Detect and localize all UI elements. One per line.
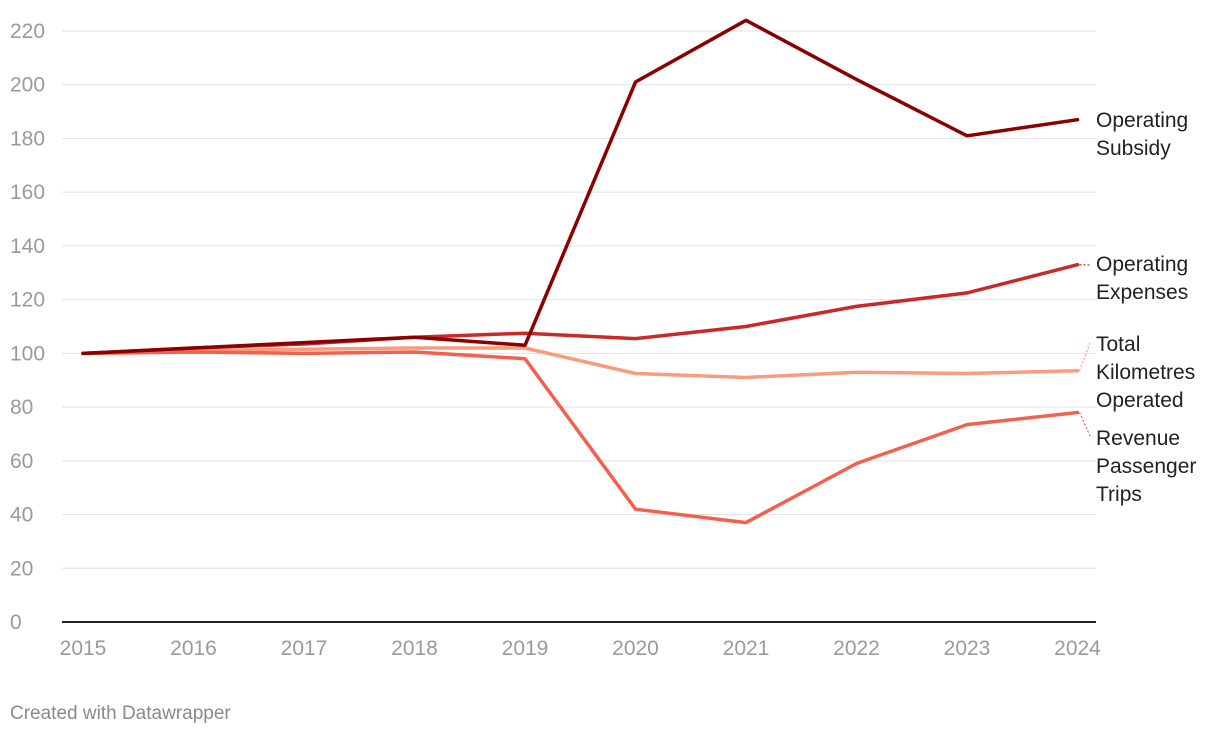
label-revenue-passenger-trips: Revenue Passenger Trips [1096, 427, 1202, 506]
y-tick-label-220: 220 [10, 20, 45, 43]
gridlines [62, 30, 1096, 569]
x-tick-label-2021: 2021 [723, 637, 770, 660]
series-line-total-kilometres-operated [81, 346, 1080, 380]
series-line-operating-expenses [81, 262, 1080, 356]
x-axis-ticks: 2015 2016 2017 2018 2019 2020 2021 2022 2023 2024 [60, 637, 1102, 660]
credit-text: Created with Datawrapper [10, 703, 231, 724]
label-total-kilometres-operated: Total Kilometres Operated [1096, 333, 1201, 412]
y-tick-label-20: 20 [10, 557, 33, 580]
x-tick-label-2016: 2016 [170, 637, 217, 660]
x-tick-label-2022: 2022 [833, 637, 880, 660]
y-tick-label-180: 180 [10, 127, 45, 150]
x-tick-label-2024: 2024 [1054, 637, 1101, 660]
label-operating-subsidy: Operating Subsidy [1096, 109, 1194, 160]
series-line-operating-subsidy [81, 18, 1080, 356]
y-axis-ticks: 0 20 40 60 80 100 120 140 160 180 200 220 [10, 20, 45, 634]
x-tick-label-2015: 2015 [60, 637, 107, 660]
y-tick-label-80: 80 [10, 396, 33, 419]
x-tick-label-2017: 2017 [281, 637, 328, 660]
y-tick-label-160: 160 [10, 181, 45, 204]
x-tick-label-2019: 2019 [502, 637, 549, 660]
y-tick-label-40: 40 [10, 504, 33, 527]
label-connectors [1078, 264, 1091, 437]
y-tick-label-100: 100 [10, 342, 45, 365]
y-tick-label-0: 0 [10, 611, 22, 634]
y-tick-label-140: 140 [10, 235, 45, 258]
label-operating-expenses: Operating Expenses [1096, 253, 1194, 304]
series-lines [81, 18, 1080, 525]
x-tick-label-2018: 2018 [391, 637, 438, 660]
y-tick-label-60: 60 [10, 450, 33, 473]
x-tick-label-2023: 2023 [944, 637, 991, 660]
x-tick-label-2020: 2020 [612, 637, 659, 660]
y-tick-label-200: 200 [10, 74, 45, 97]
y-tick-label-120: 120 [10, 289, 45, 312]
series-line-revenue-passenger-trips [81, 350, 1080, 525]
connector-revenue-passenger-trips [1078, 412, 1091, 437]
connector-total-kilometres-operated [1078, 342, 1091, 372]
